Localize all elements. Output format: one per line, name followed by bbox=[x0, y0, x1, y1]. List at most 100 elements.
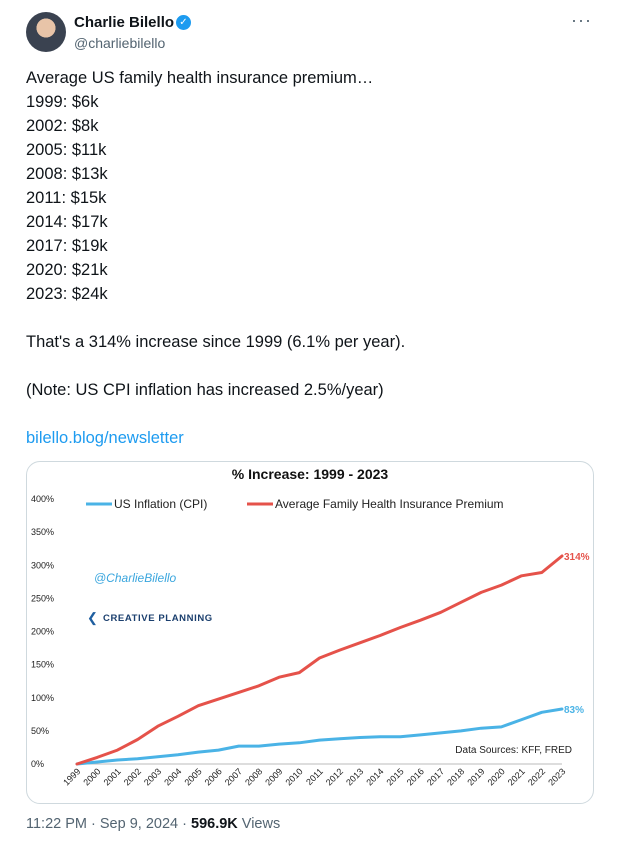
data-point bbox=[480, 727, 482, 729]
chart-image[interactable]: % Increase: 1999 - 2023 0% 50% 100% 150% 200%… bbox=[26, 461, 594, 804]
end-value-label: 314% bbox=[564, 552, 590, 563]
tweet-meta: 11:22 PM · Sep 9, 2024 · 596.9K Views bbox=[26, 816, 280, 832]
data-point bbox=[440, 732, 442, 734]
tweet-line: 2020: $21k bbox=[26, 261, 108, 279]
series-line bbox=[75, 707, 564, 766]
x-tick-label: 2021 bbox=[506, 766, 527, 787]
data-point bbox=[197, 751, 199, 753]
tweet-line: Average US family health insurance premi… bbox=[26, 69, 374, 87]
x-tick-label: 2001 bbox=[102, 766, 123, 787]
meta-separator: · bbox=[91, 816, 100, 832]
data-point bbox=[298, 742, 300, 744]
tweet-header: Charlie Bilello ✓ @charliebilello ··· bbox=[26, 10, 596, 54]
data-point bbox=[96, 761, 98, 763]
x-tick-label: 2023 bbox=[546, 766, 567, 787]
data-point bbox=[460, 730, 462, 732]
x-tick-label: 2005 bbox=[182, 766, 203, 787]
x-tick-label: 2007 bbox=[223, 766, 244, 787]
watermark-text: @CharlieBilello bbox=[94, 571, 177, 585]
tweet-time[interactable]: 11:22 PM bbox=[26, 816, 87, 832]
data-point bbox=[520, 575, 522, 577]
author-handle[interactable]: @charliebilello bbox=[74, 35, 166, 51]
data-point bbox=[258, 685, 260, 687]
data-point bbox=[480, 591, 482, 593]
data-point bbox=[278, 676, 280, 678]
y-tick-label: 200% bbox=[31, 627, 54, 637]
data-point bbox=[96, 756, 98, 758]
verified-badge-icon[interactable]: ✓ bbox=[176, 15, 191, 30]
tweet-line: 2011: $15k bbox=[26, 189, 107, 207]
data-point bbox=[116, 759, 118, 761]
x-tick-label: 2010 bbox=[283, 766, 304, 787]
data-point bbox=[177, 754, 179, 756]
chart-title: % Increase: 1999 - 2023 bbox=[232, 466, 389, 482]
views-label: Views bbox=[241, 816, 281, 832]
y-tick-label: 400% bbox=[31, 494, 54, 504]
author-name[interactable]: Charlie Bilello bbox=[74, 14, 175, 31]
brand-logo-icon: ❮ bbox=[87, 610, 98, 626]
data-point bbox=[157, 756, 159, 758]
data-point bbox=[237, 691, 239, 693]
data-point bbox=[136, 758, 138, 760]
x-tick-label: 2003 bbox=[142, 766, 163, 787]
tweet-note: (Note: US CPI inflation has increased 2.… bbox=[26, 381, 384, 399]
data-point bbox=[460, 601, 462, 603]
x-tick-label: 2015 bbox=[385, 766, 406, 787]
x-tick-label: 2004 bbox=[162, 766, 183, 787]
data-point bbox=[561, 708, 563, 710]
newsletter-link[interactable]: bilello.blog/newsletter bbox=[26, 429, 184, 447]
data-point bbox=[76, 763, 78, 765]
x-tick-label: 2002 bbox=[122, 766, 143, 787]
data-point bbox=[440, 611, 442, 613]
data-point bbox=[318, 657, 320, 659]
y-tick-label: 300% bbox=[31, 560, 54, 570]
data-point bbox=[419, 619, 421, 621]
data-point bbox=[520, 718, 522, 720]
y-tick-label: 50% bbox=[31, 726, 49, 736]
x-tick-label: 2020 bbox=[486, 766, 507, 787]
meta-separator: · bbox=[182, 816, 191, 832]
avatar[interactable] bbox=[26, 12, 66, 52]
x-tick-label: 2018 bbox=[445, 766, 466, 787]
data-point bbox=[399, 736, 401, 738]
x-tick-label: 1999 bbox=[61, 766, 82, 787]
tweet-line: 2005: $11k bbox=[26, 141, 107, 159]
data-point bbox=[339, 738, 341, 740]
y-tick-label: 350% bbox=[31, 527, 54, 537]
x-tick-label: 2008 bbox=[243, 766, 264, 787]
source-note: Data Sources: KFF, FRED bbox=[455, 745, 572, 756]
x-tick-label: 2012 bbox=[324, 766, 345, 787]
data-point bbox=[500, 726, 502, 728]
series-line bbox=[75, 554, 564, 766]
data-point bbox=[136, 738, 138, 740]
tweet-line: 2023: $24k bbox=[26, 285, 108, 303]
data-point bbox=[298, 671, 300, 673]
data-point bbox=[177, 715, 179, 717]
brand-name: CREATIVE PLANNING bbox=[103, 613, 213, 624]
tweet-summary: That's a 314% increase since 1999 (6.1% … bbox=[26, 333, 406, 351]
tweet-line: 2002: $8k bbox=[26, 117, 99, 135]
data-point bbox=[379, 634, 381, 636]
data-point bbox=[157, 725, 159, 727]
data-point bbox=[359, 736, 361, 738]
x-tick-label: 2017 bbox=[425, 766, 446, 787]
data-point bbox=[359, 642, 361, 644]
x-tick-label: 2009 bbox=[263, 766, 284, 787]
y-tick-label: 250% bbox=[31, 593, 54, 603]
more-options-icon[interactable]: ··· bbox=[571, 10, 592, 30]
tweet-date[interactable]: Sep 9, 2024 bbox=[99, 816, 179, 832]
x-tick-label: 2013 bbox=[344, 766, 365, 787]
data-point bbox=[318, 739, 320, 741]
data-point bbox=[197, 705, 199, 707]
x-tick-label: 2011 bbox=[304, 766, 325, 787]
y-tick-label: 0% bbox=[31, 759, 44, 769]
line-chart: % Increase: 1999 - 2023 0% 50% 100% 150% 200%… bbox=[31, 466, 590, 788]
data-point bbox=[258, 745, 260, 747]
x-tick-label: 2000 bbox=[81, 766, 102, 787]
data-point bbox=[217, 749, 219, 751]
x-tick-label: 2014 bbox=[364, 766, 385, 787]
tweet-line: 2008: $13k bbox=[26, 165, 108, 183]
tweet-line: 2014: $17k bbox=[26, 213, 108, 231]
x-tick-label: 2006 bbox=[203, 766, 224, 787]
data-point bbox=[278, 743, 280, 745]
